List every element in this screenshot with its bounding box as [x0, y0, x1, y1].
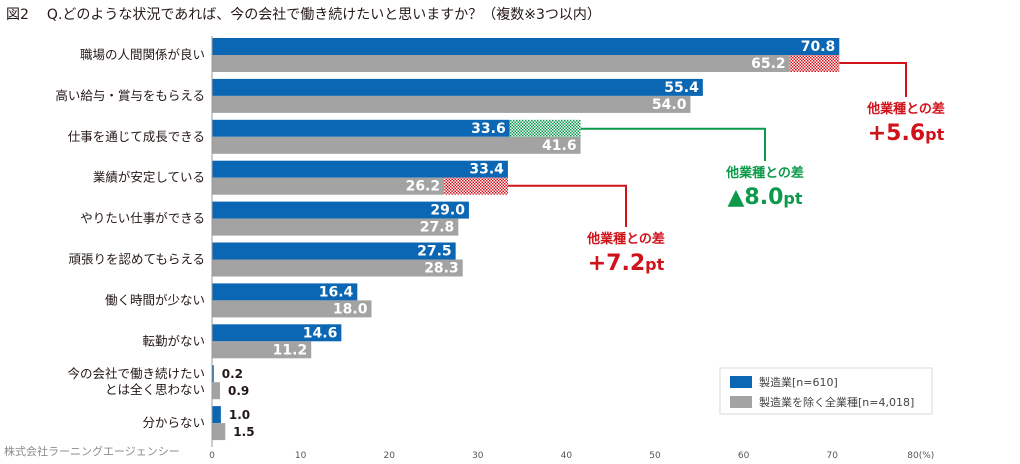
value-label-manufacturing: 16.4 — [319, 284, 354, 300]
value-label-other-industries: 18.0 — [333, 301, 368, 317]
bar-other-industries — [212, 136, 581, 154]
bar-other-industries — [212, 177, 445, 195]
value-label-manufacturing: 0.2 — [222, 367, 243, 381]
annotation-value: +7.2pt — [588, 251, 665, 276]
bar-other-industries — [212, 300, 372, 318]
bar-manufacturing — [212, 365, 214, 383]
difference-hatch — [509, 119, 581, 137]
value-label-other-industries: 41.6 — [542, 138, 577, 154]
value-label-other-industries: 26.2 — [406, 179, 441, 195]
value-label-other-industries: 1.5 — [233, 425, 254, 439]
value-label-other-industries: 0.9 — [228, 384, 249, 398]
bar-other-industries — [212, 259, 463, 277]
category-label: 仕事を通じて成長できる — [68, 129, 205, 144]
annotation-connector — [839, 62, 907, 97]
bar-other-industries — [212, 55, 790, 72]
annotation-unit: pt — [925, 125, 944, 144]
x-tick-label: 30 — [472, 451, 484, 461]
annotation-header: 他業種との差 — [866, 101, 945, 117]
bar-other-industries — [212, 341, 312, 359]
category-label: 頑張りを認めてもらえる — [68, 252, 205, 267]
x-tick-label: 10 — [295, 451, 307, 461]
value-label-other-industries: 27.8 — [420, 220, 455, 236]
legend-label: 製造業[n=610] — [759, 375, 838, 389]
value-label-manufacturing: 14.6 — [303, 325, 338, 341]
legend-label: 製造業を除く全業種[n=4,018] — [759, 395, 914, 409]
value-label-other-industries: 28.3 — [424, 261, 459, 277]
bar-other-industries — [212, 218, 459, 236]
x-tick-label: 70 — [826, 451, 838, 461]
annotation-value: +5.6pt — [868, 121, 945, 146]
difference-hatch — [789, 55, 840, 72]
bar-manufacturing — [212, 283, 358, 301]
category-label: 分からない — [142, 415, 205, 430]
bar-manufacturing — [212, 38, 840, 55]
bar-manufacturing — [212, 406, 221, 424]
bar-other-industries — [212, 382, 220, 400]
annotation-value: ▲8.0pt — [727, 185, 802, 210]
figure-number: 図2 — [6, 7, 29, 23]
legend-swatch — [730, 376, 752, 388]
bar-other-industries — [212, 423, 226, 441]
x-tick-label: 40 — [561, 451, 573, 461]
bar-manufacturing — [212, 201, 469, 219]
annotation-header: 他業種との差 — [725, 165, 804, 181]
x-tick-label: 60 — [738, 451, 750, 461]
legend-swatch — [730, 396, 752, 408]
annotation-connector — [507, 184, 627, 227]
value-label-manufacturing: 33.6 — [471, 121, 506, 137]
source-credit: 株式会社ラーニングエージェンシー — [4, 445, 180, 458]
bar-manufacturing — [212, 119, 510, 137]
value-label-manufacturing: 33.4 — [469, 162, 504, 178]
value-label-other-industries: 54.0 — [652, 97, 687, 113]
annotation-number: ▲8.0 — [727, 185, 783, 210]
annotation-unit: pt — [783, 189, 802, 208]
value-label-manufacturing: 27.5 — [417, 244, 452, 260]
x-tick-label: 20 — [383, 451, 395, 461]
category-label: 今の会社で働き続けたい — [67, 366, 205, 381]
x-tick-label: 50 — [649, 451, 661, 461]
value-label-other-industries: 11.2 — [273, 342, 308, 358]
x-tick-label: 80(%) — [907, 451, 934, 461]
annotation-number: +7.2 — [588, 251, 645, 276]
value-label-manufacturing: 55.4 — [664, 80, 699, 96]
category-label: とは全く思わない — [105, 382, 205, 397]
annotation-connector — [580, 127, 766, 161]
annotation-number: +5.6 — [868, 121, 925, 146]
category-label: やりたい仕事ができる — [80, 211, 205, 226]
annotation-unit: pt — [645, 255, 664, 274]
bar-other-industries — [212, 95, 691, 113]
value-label-manufacturing: 70.8 — [801, 39, 836, 55]
category-label: 働く時間が少ない — [105, 292, 205, 307]
x-tick-label: 0 — [209, 451, 215, 461]
question-text: Q.どのような状況であれば、今の会社で働き続けたいと思いますか？（複数※3つ以内… — [46, 7, 601, 23]
value-label-other-industries: 65.2 — [751, 56, 786, 72]
value-label-manufacturing: 1.0 — [229, 408, 250, 422]
category-label: 業績が安定している — [93, 170, 205, 185]
category-label: 転勤がない — [142, 333, 205, 348]
bar-manufacturing — [212, 324, 342, 342]
legend-box — [719, 367, 933, 415]
chart-title: 図2 Q.どのような状況であれば、今の会社で働き続けたいと思いますか？（複数※3つ… — [6, 4, 601, 24]
annotation-header: 他業種との差 — [586, 231, 665, 247]
difference-hatch — [444, 177, 508, 195]
value-label-manufacturing: 29.0 — [430, 203, 465, 219]
bar-manufacturing — [212, 242, 456, 260]
bar-manufacturing — [212, 78, 703, 96]
category-label: 職場の人間関係が良い — [80, 47, 205, 62]
bar-manufacturing — [212, 160, 508, 178]
category-label: 高い給与・賞与をもらえる — [55, 88, 205, 103]
